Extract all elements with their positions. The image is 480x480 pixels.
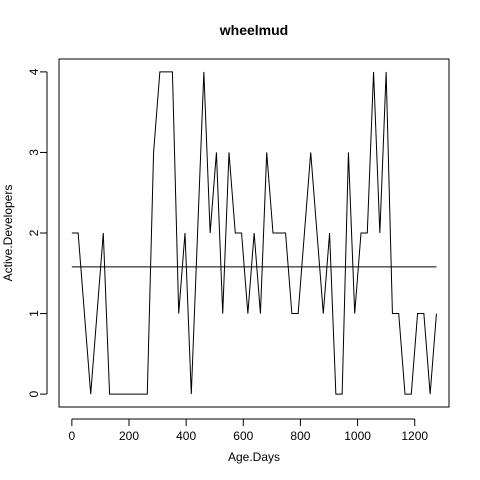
x-tick-label: 1000 — [344, 429, 371, 443]
y-tick-label: 2 — [27, 229, 41, 236]
y-tick-label: 4 — [27, 68, 41, 75]
x-tick-label: 400 — [176, 429, 196, 443]
y-tick-label: 0 — [27, 390, 41, 397]
x-axis-label: Age.Days — [228, 450, 280, 464]
x-tick-label: 0 — [69, 429, 76, 443]
x-tick-label: 800 — [290, 429, 310, 443]
x-axis: 0 200 400 600 800 1000 1200 — [69, 418, 428, 443]
y-axis: 0 1 2 3 4 — [27, 68, 48, 397]
y-axis-label: Active.Developers — [1, 185, 15, 282]
series-line-active-developers — [71, 71, 437, 395]
y-tick-label: 3 — [27, 149, 41, 156]
y-tick-label: 1 — [27, 310, 41, 317]
x-tick-label: 200 — [119, 429, 139, 443]
plot-frame — [58, 58, 450, 408]
chart-title: wheelmud — [219, 22, 288, 38]
x-tick-label: 600 — [233, 429, 253, 443]
x-tick-label: 1200 — [401, 429, 428, 443]
